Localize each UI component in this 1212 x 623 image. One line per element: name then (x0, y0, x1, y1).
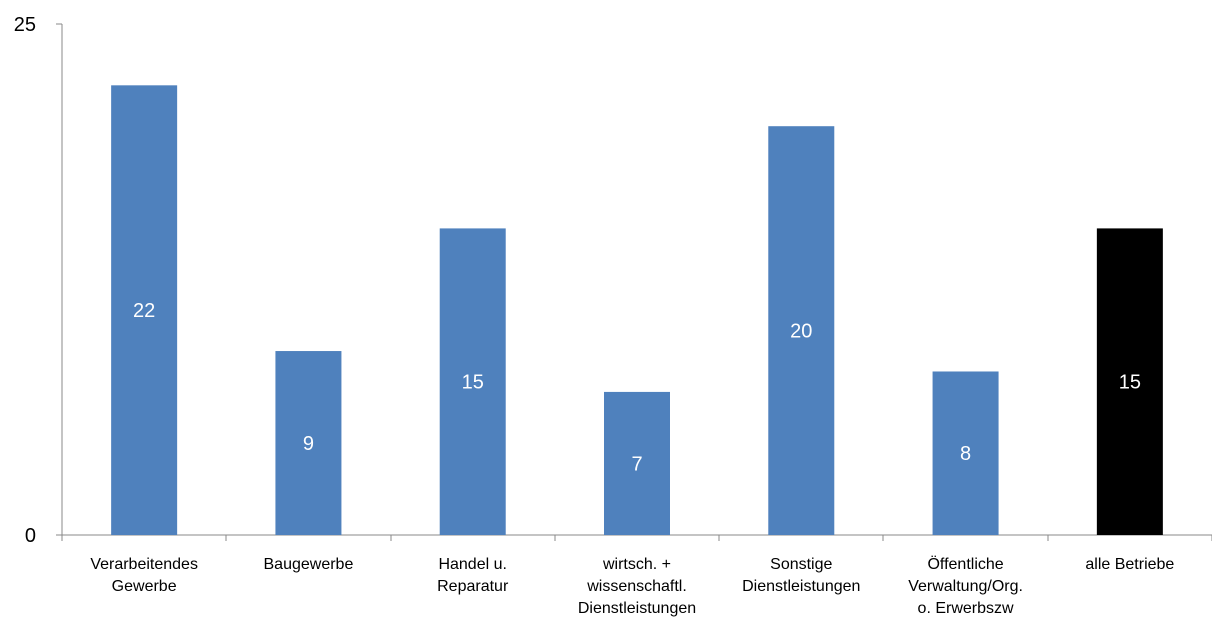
data-label-2: 15 (462, 372, 484, 394)
category-label-0: Verarbeitendes Gewerbe (90, 556, 198, 595)
category-label-line: Dienstleistungen (578, 600, 696, 617)
category-label-line: Baugewerbe (264, 556, 354, 573)
bar-1 (275, 351, 342, 535)
category-label-line: Handel u. (438, 556, 507, 573)
category-label-1: Baugewerbe (264, 556, 354, 573)
y-tick-label-max: 25 (14, 14, 36, 36)
bar-2 (439, 228, 506, 535)
bar-0 (111, 85, 178, 535)
category-label-line: Verwaltung/Org. (908, 578, 1023, 595)
bar-5 (932, 371, 999, 535)
category-label-line: o. Erwerbszw (918, 600, 1014, 617)
category-label-line: Dienstleistungen (742, 578, 860, 595)
category-label-2: Handel u. Reparatur (437, 556, 509, 595)
data-label-6: 15 (1119, 372, 1141, 394)
category-label-line: Reparatur (437, 578, 509, 595)
bars-group: 22 Verarbeitendes Gewerbe 9 Baugewerbe 15 Hand… (61, 85, 1212, 617)
data-label-3: 7 (631, 453, 642, 475)
category-label-line: alle Betriebe (1085, 556, 1174, 573)
category-label-4: Sonstige Dienstleistungen (742, 556, 860, 595)
category-label-5: Öffentliche Verwaltung/Org. o. Erwerbszw (908, 555, 1023, 617)
bar-4 (768, 126, 835, 535)
category-label-line: Verarbeitendes (90, 556, 198, 573)
category-label-6: alle Betriebe (1085, 556, 1174, 573)
category-label-line: wirtsch. + (602, 556, 671, 573)
data-label-0: 22 (133, 300, 155, 322)
category-label-line: Gewerbe (112, 578, 177, 595)
data-label-5: 8 (960, 443, 971, 465)
bar-3 (604, 391, 670, 535)
data-label-4: 20 (790, 321, 812, 343)
category-label-line: Öffentliche (927, 555, 1003, 573)
y-tick-label-min: 0 (25, 525, 36, 547)
data-label-1: 9 (303, 433, 314, 455)
bar-6 (1096, 228, 1163, 535)
category-label-line: Sonstige (770, 556, 832, 573)
category-label-3: wirtsch. + wissenschaftl. Dienstleistungen (578, 556, 696, 617)
category-label-line: wissenschaftl. (586, 578, 687, 595)
